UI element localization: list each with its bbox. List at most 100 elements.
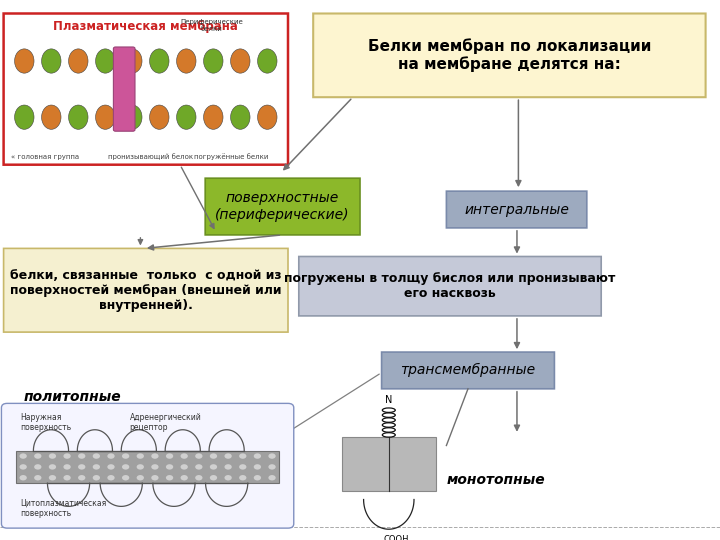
Ellipse shape — [253, 454, 261, 459]
Ellipse shape — [166, 464, 174, 470]
Ellipse shape — [42, 105, 61, 130]
Text: поверхностные
(периферические): поверхностные (периферические) — [215, 192, 350, 221]
Text: погружены в толщу бислоя или пронизывают
его насквозь: погружены в толщу бислоя или пронизывают… — [284, 272, 616, 300]
Ellipse shape — [150, 49, 169, 73]
Ellipse shape — [107, 464, 114, 470]
Ellipse shape — [93, 464, 100, 470]
FancyBboxPatch shape — [205, 178, 360, 235]
Text: Белки мембран по локализации
на мембране делятся на:: Белки мембран по локализации на мембране… — [368, 38, 651, 72]
Ellipse shape — [258, 105, 277, 130]
Ellipse shape — [19, 454, 27, 459]
Text: пронизывающий белок: пронизывающий белок — [108, 153, 193, 160]
FancyBboxPatch shape — [16, 451, 279, 483]
Ellipse shape — [181, 454, 188, 459]
FancyBboxPatch shape — [382, 352, 554, 389]
Ellipse shape — [225, 475, 232, 481]
Ellipse shape — [176, 49, 196, 73]
Text: погружённые белки: погружённые белки — [194, 153, 269, 160]
Ellipse shape — [253, 464, 261, 470]
FancyBboxPatch shape — [299, 256, 601, 316]
Ellipse shape — [122, 475, 130, 481]
Ellipse shape — [107, 475, 114, 481]
Ellipse shape — [210, 464, 217, 470]
Ellipse shape — [151, 464, 158, 470]
Text: трансмембранные: трансмембранные — [400, 363, 536, 377]
Text: « головная группа: « головная группа — [11, 154, 79, 160]
Ellipse shape — [181, 475, 188, 481]
FancyBboxPatch shape — [446, 191, 587, 228]
Ellipse shape — [269, 475, 276, 481]
Text: СООН: СООН — [384, 535, 409, 540]
Ellipse shape — [210, 454, 217, 459]
Ellipse shape — [63, 475, 71, 481]
Ellipse shape — [137, 454, 144, 459]
Ellipse shape — [96, 105, 115, 130]
Ellipse shape — [230, 49, 250, 73]
Ellipse shape — [19, 464, 27, 470]
Ellipse shape — [14, 105, 34, 130]
Ellipse shape — [258, 49, 277, 73]
Text: политопные: политопные — [23, 390, 121, 404]
Ellipse shape — [122, 105, 142, 130]
Ellipse shape — [195, 464, 202, 470]
Ellipse shape — [137, 475, 144, 481]
Ellipse shape — [78, 454, 86, 459]
Ellipse shape — [151, 475, 158, 481]
FancyBboxPatch shape — [113, 47, 135, 131]
Ellipse shape — [176, 105, 196, 130]
Ellipse shape — [204, 49, 223, 73]
Text: Наружная
поверхность: Наружная поверхность — [20, 413, 71, 433]
Ellipse shape — [68, 105, 88, 130]
Ellipse shape — [204, 105, 223, 130]
FancyBboxPatch shape — [1, 403, 294, 528]
Ellipse shape — [42, 49, 61, 73]
Ellipse shape — [239, 475, 246, 481]
Ellipse shape — [195, 454, 202, 459]
FancyBboxPatch shape — [4, 248, 288, 332]
FancyBboxPatch shape — [342, 437, 436, 491]
Text: Цитоплазматическая
поверхность: Цитоплазматическая поверхность — [20, 499, 107, 518]
Ellipse shape — [210, 475, 217, 481]
Ellipse shape — [49, 454, 56, 459]
Ellipse shape — [34, 464, 42, 470]
Ellipse shape — [34, 454, 42, 459]
Ellipse shape — [93, 454, 100, 459]
Ellipse shape — [269, 464, 276, 470]
Text: белки, связанные  только  с одной из
поверхностей мембран (внешней или
внутренне: белки, связанные только с одной из повер… — [10, 269, 282, 312]
Ellipse shape — [63, 464, 71, 470]
Ellipse shape — [150, 105, 169, 130]
Ellipse shape — [96, 49, 115, 73]
Ellipse shape — [225, 454, 232, 459]
Ellipse shape — [239, 464, 246, 470]
Text: N: N — [385, 395, 392, 405]
Ellipse shape — [49, 464, 56, 470]
Ellipse shape — [137, 464, 144, 470]
Ellipse shape — [78, 464, 86, 470]
Ellipse shape — [14, 49, 34, 73]
Ellipse shape — [151, 454, 158, 459]
Ellipse shape — [63, 454, 71, 459]
Ellipse shape — [239, 454, 246, 459]
Ellipse shape — [122, 49, 142, 73]
Text: интегральные: интегральные — [464, 202, 569, 217]
Ellipse shape — [122, 454, 130, 459]
Ellipse shape — [122, 464, 130, 470]
Ellipse shape — [230, 105, 250, 130]
Text: монотопные: монотопные — [446, 472, 545, 487]
FancyBboxPatch shape — [313, 14, 706, 97]
Ellipse shape — [78, 475, 86, 481]
Ellipse shape — [19, 475, 27, 481]
Ellipse shape — [93, 475, 100, 481]
Text: Адренергический
рецептор: Адренергический рецептор — [130, 413, 202, 433]
FancyBboxPatch shape — [4, 14, 288, 165]
Ellipse shape — [107, 454, 114, 459]
Ellipse shape — [181, 464, 188, 470]
Text: Периферические
белки: Периферические белки — [180, 19, 243, 32]
Ellipse shape — [269, 454, 276, 459]
Ellipse shape — [68, 49, 88, 73]
Ellipse shape — [49, 475, 56, 481]
Ellipse shape — [253, 475, 261, 481]
Ellipse shape — [166, 475, 174, 481]
Ellipse shape — [166, 454, 174, 459]
Ellipse shape — [34, 475, 42, 481]
